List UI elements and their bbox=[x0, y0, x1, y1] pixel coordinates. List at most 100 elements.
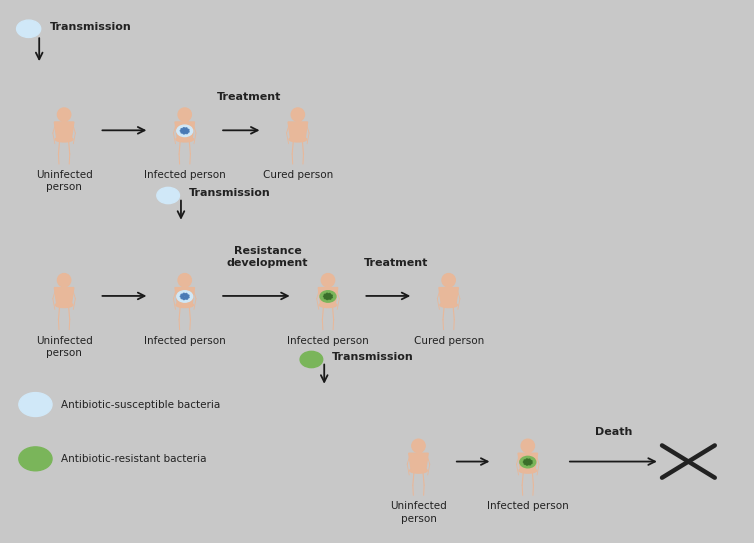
Ellipse shape bbox=[319, 302, 337, 307]
Ellipse shape bbox=[38, 458, 43, 463]
Ellipse shape bbox=[181, 297, 185, 299]
Ellipse shape bbox=[176, 302, 194, 307]
Ellipse shape bbox=[183, 132, 186, 134]
Ellipse shape bbox=[523, 462, 527, 463]
Ellipse shape bbox=[329, 296, 333, 298]
Ellipse shape bbox=[307, 361, 311, 363]
Polygon shape bbox=[518, 453, 538, 471]
Ellipse shape bbox=[57, 274, 71, 287]
Bar bbox=[526, 449, 530, 453]
Ellipse shape bbox=[323, 296, 327, 298]
Text: Death: Death bbox=[595, 427, 632, 437]
Polygon shape bbox=[318, 288, 338, 305]
Ellipse shape bbox=[291, 108, 305, 121]
Circle shape bbox=[19, 447, 52, 471]
Ellipse shape bbox=[180, 296, 184, 298]
Ellipse shape bbox=[29, 406, 35, 409]
Polygon shape bbox=[439, 288, 458, 305]
Ellipse shape bbox=[185, 130, 189, 132]
Ellipse shape bbox=[26, 457, 33, 460]
Circle shape bbox=[19, 393, 52, 416]
Ellipse shape bbox=[311, 355, 314, 358]
Ellipse shape bbox=[524, 463, 528, 464]
Circle shape bbox=[17, 20, 41, 37]
Ellipse shape bbox=[183, 128, 185, 130]
Ellipse shape bbox=[30, 28, 35, 32]
Ellipse shape bbox=[29, 399, 34, 404]
Text: Treatment: Treatment bbox=[216, 92, 281, 102]
Bar bbox=[182, 117, 187, 122]
Ellipse shape bbox=[524, 460, 527, 462]
Text: Transmission: Transmission bbox=[332, 352, 413, 362]
Ellipse shape bbox=[526, 459, 528, 462]
Circle shape bbox=[520, 456, 536, 468]
Ellipse shape bbox=[35, 406, 39, 411]
Ellipse shape bbox=[326, 293, 328, 296]
Ellipse shape bbox=[519, 468, 537, 473]
Ellipse shape bbox=[185, 293, 187, 296]
Ellipse shape bbox=[29, 27, 35, 28]
Text: Infected person: Infected person bbox=[144, 336, 225, 345]
Ellipse shape bbox=[29, 453, 34, 458]
Ellipse shape bbox=[529, 462, 532, 463]
Bar bbox=[182, 283, 187, 288]
Ellipse shape bbox=[312, 357, 317, 359]
Ellipse shape bbox=[324, 297, 328, 299]
Ellipse shape bbox=[329, 297, 331, 299]
Circle shape bbox=[157, 187, 179, 204]
Ellipse shape bbox=[185, 297, 188, 299]
Ellipse shape bbox=[528, 459, 530, 462]
Text: Cured person: Cured person bbox=[262, 170, 333, 180]
Polygon shape bbox=[175, 122, 195, 140]
Ellipse shape bbox=[170, 195, 173, 198]
Polygon shape bbox=[288, 122, 308, 140]
Ellipse shape bbox=[35, 460, 39, 465]
Text: Uninfected
person: Uninfected person bbox=[35, 336, 93, 358]
Text: Resistance
development: Resistance development bbox=[227, 246, 308, 268]
Ellipse shape bbox=[412, 439, 425, 452]
Ellipse shape bbox=[305, 358, 310, 361]
Ellipse shape bbox=[164, 192, 167, 195]
Ellipse shape bbox=[307, 356, 311, 359]
Polygon shape bbox=[409, 453, 428, 471]
Ellipse shape bbox=[57, 108, 71, 121]
Ellipse shape bbox=[181, 131, 185, 133]
Ellipse shape bbox=[181, 129, 184, 131]
Ellipse shape bbox=[169, 193, 174, 195]
Ellipse shape bbox=[442, 274, 455, 287]
Ellipse shape bbox=[29, 460, 35, 464]
Ellipse shape bbox=[526, 463, 529, 465]
Ellipse shape bbox=[326, 298, 329, 300]
Ellipse shape bbox=[55, 302, 73, 307]
Text: Antibiotic-susceptible bacteria: Antibiotic-susceptible bacteria bbox=[61, 400, 220, 409]
Ellipse shape bbox=[176, 137, 194, 142]
Ellipse shape bbox=[440, 302, 458, 307]
Ellipse shape bbox=[178, 274, 192, 287]
Ellipse shape bbox=[162, 194, 167, 197]
Ellipse shape bbox=[183, 293, 185, 296]
Bar bbox=[416, 449, 421, 453]
Polygon shape bbox=[175, 288, 195, 305]
Ellipse shape bbox=[167, 191, 170, 194]
Ellipse shape bbox=[521, 439, 535, 452]
Ellipse shape bbox=[409, 468, 428, 473]
Ellipse shape bbox=[178, 108, 192, 121]
Text: Uninfected
person: Uninfected person bbox=[390, 501, 447, 523]
Ellipse shape bbox=[185, 131, 188, 134]
Ellipse shape bbox=[529, 463, 531, 465]
Ellipse shape bbox=[329, 295, 333, 296]
Ellipse shape bbox=[324, 294, 327, 296]
Ellipse shape bbox=[35, 398, 39, 403]
Text: Cured person: Cured person bbox=[413, 336, 484, 345]
Bar bbox=[326, 283, 330, 288]
Ellipse shape bbox=[185, 128, 187, 130]
Ellipse shape bbox=[185, 295, 189, 296]
Ellipse shape bbox=[180, 130, 184, 132]
Ellipse shape bbox=[23, 30, 29, 33]
Circle shape bbox=[176, 125, 193, 137]
Ellipse shape bbox=[37, 456, 44, 458]
Ellipse shape bbox=[35, 452, 39, 457]
Text: Treatment: Treatment bbox=[363, 258, 428, 268]
Circle shape bbox=[176, 291, 193, 302]
Text: Transmission: Transmission bbox=[188, 188, 270, 198]
